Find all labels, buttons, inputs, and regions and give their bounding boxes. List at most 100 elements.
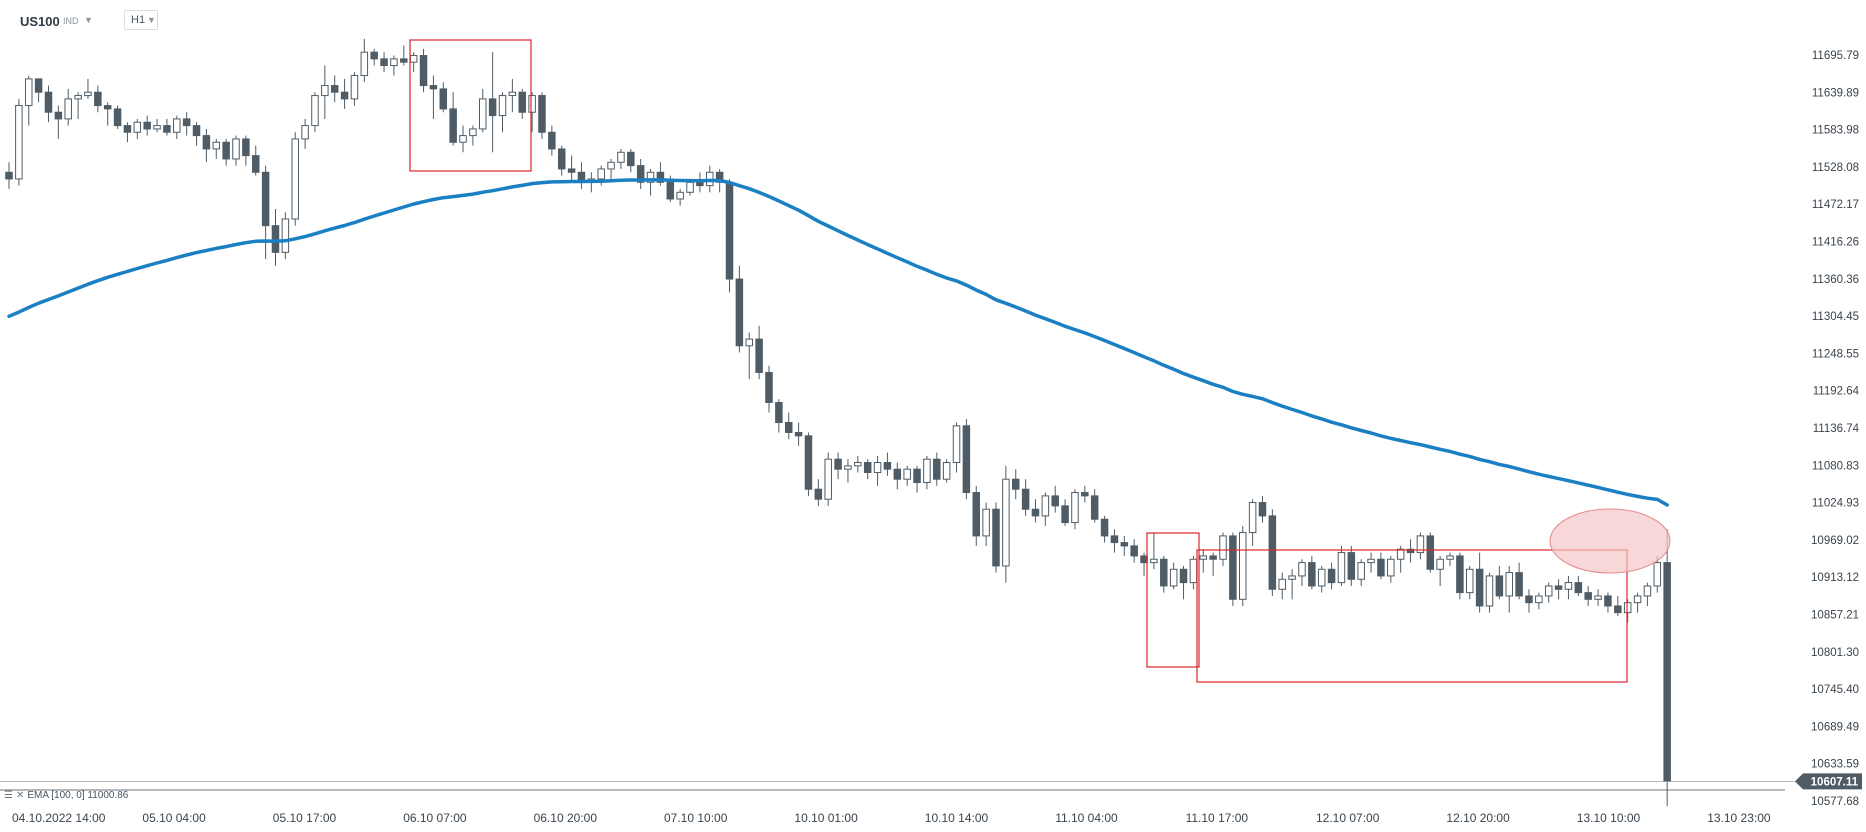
bear-candle	[1663, 562, 1671, 782]
indicator-legend[interactable]: ☰ ✕ EMA [100, 0] 11000.86	[4, 790, 128, 806]
bull-candle	[459, 135, 467, 143]
bull-candle	[232, 138, 240, 160]
chevron-down-icon[interactable]: ▼	[84, 15, 93, 25]
bull-candle	[982, 508, 990, 537]
bull-candle	[1436, 558, 1444, 570]
bear-candle	[242, 138, 250, 157]
bear-candle	[1426, 535, 1435, 570]
bear-candle	[1308, 562, 1316, 587]
bear-candle	[1574, 582, 1583, 594]
price-tick-label: 11416.26	[1812, 237, 1859, 249]
bear-candle	[972, 492, 981, 537]
bear-candle	[863, 462, 872, 474]
bull-candle	[321, 85, 329, 97]
bear-candle	[1258, 502, 1267, 517]
price-tick-label: 10633.59	[1811, 759, 1859, 771]
price-tick-label: 10801.30	[1811, 647, 1859, 659]
bull-candle	[646, 171, 655, 183]
price-tick-label: 10689.49	[1811, 721, 1859, 733]
bull-candle	[281, 218, 290, 253]
bear-candle	[775, 401, 783, 423]
bull-candle	[676, 191, 684, 200]
bear-candle	[913, 468, 921, 484]
bull-candle	[1564, 582, 1573, 590]
time-tick-label: 06.10 07:00	[403, 811, 467, 825]
bull-candle	[1623, 602, 1632, 614]
bull-candle	[479, 98, 487, 130]
price-tick-label: 10577.68	[1811, 796, 1859, 808]
time-tick-label: 11.10 17:00	[1186, 811, 1249, 825]
bull-candle	[74, 95, 82, 100]
bear-candle	[557, 148, 566, 170]
bear-candle	[439, 88, 448, 110]
bear-candle	[429, 85, 438, 90]
bear-candle	[696, 181, 704, 187]
symbol-label[interactable]: US100	[20, 14, 60, 29]
bear-candle	[370, 51, 378, 60]
bull-candle	[1485, 575, 1494, 607]
bear-candle	[1140, 555, 1148, 564]
bear-candle	[488, 98, 497, 117]
bear-candle	[636, 165, 645, 183]
price-tick-label: 11304.45	[1812, 311, 1859, 323]
bear-candle	[893, 468, 902, 480]
bear-candle	[271, 225, 280, 253]
bear-candle	[1515, 572, 1523, 597]
bear-candle	[627, 151, 635, 167]
bear-candle	[1081, 492, 1089, 497]
bear-candle	[1525, 595, 1533, 604]
bull-candle	[952, 425, 961, 464]
bear-candle	[5, 171, 13, 180]
time-tick-label: 11.10 04:00	[1055, 811, 1118, 825]
bull-candle	[1317, 568, 1326, 587]
bull-candle	[1416, 535, 1425, 554]
bull-candle	[1653, 562, 1662, 587]
bull-candle	[301, 125, 309, 140]
price-tick-label: 11080.83	[1812, 460, 1859, 472]
bear-candle	[1347, 552, 1356, 580]
bear-candle	[182, 118, 191, 127]
price-tick-label: 11528.08	[1812, 162, 1859, 174]
bull-candle	[350, 75, 359, 100]
bear-candle	[1406, 548, 1415, 554]
bull-candle	[212, 141, 221, 150]
bull-candle	[291, 138, 299, 220]
bull-candle	[1357, 562, 1365, 580]
bear-candle	[54, 111, 63, 120]
bull-candle	[1505, 572, 1513, 597]
bear-candle	[1179, 568, 1188, 584]
bear-candle	[44, 91, 53, 113]
price-tick-label: 10745.40	[1811, 684, 1859, 696]
bull-candle	[133, 121, 142, 133]
bear-candle	[656, 171, 665, 183]
bear-candle	[1160, 558, 1168, 587]
chevron-down-icon: ▼	[147, 15, 156, 25]
bear-candle	[1229, 535, 1237, 600]
bear-candle	[1604, 595, 1612, 607]
bull-candle	[1535, 595, 1543, 604]
price-tick-label: 10969.02	[1811, 535, 1859, 547]
bull-candle	[360, 51, 369, 77]
bear-candle	[725, 181, 734, 280]
timeframe-dropdown[interactable]: H1 ▼	[124, 10, 158, 30]
bull-candle	[1239, 532, 1247, 600]
bear-candle	[1475, 568, 1484, 607]
bull-candle	[1189, 558, 1198, 584]
close-icon[interactable]: ✕	[15, 790, 25, 801]
bull-candle	[311, 95, 319, 127]
price-tick-label: 11360.36	[1812, 274, 1859, 286]
bear-candle	[252, 155, 260, 173]
last-price-marker: 10607.11	[0, 773, 1862, 790]
chart-toolbar: US100 IND ▼ H1 ▼	[0, 0, 1866, 40]
bear-candle	[794, 431, 803, 437]
bear-candle	[1495, 575, 1504, 597]
settings-icon[interactable]: ☰	[4, 790, 13, 801]
consolidation-box-main	[1196, 549, 1628, 683]
bear-candle	[814, 488, 823, 500]
bull-candle	[153, 125, 161, 130]
ema-layer	[7, 178, 1669, 507]
bull-candle	[923, 458, 931, 484]
consolidation-box-left	[1146, 532, 1200, 668]
bull-candle	[1298, 562, 1306, 577]
